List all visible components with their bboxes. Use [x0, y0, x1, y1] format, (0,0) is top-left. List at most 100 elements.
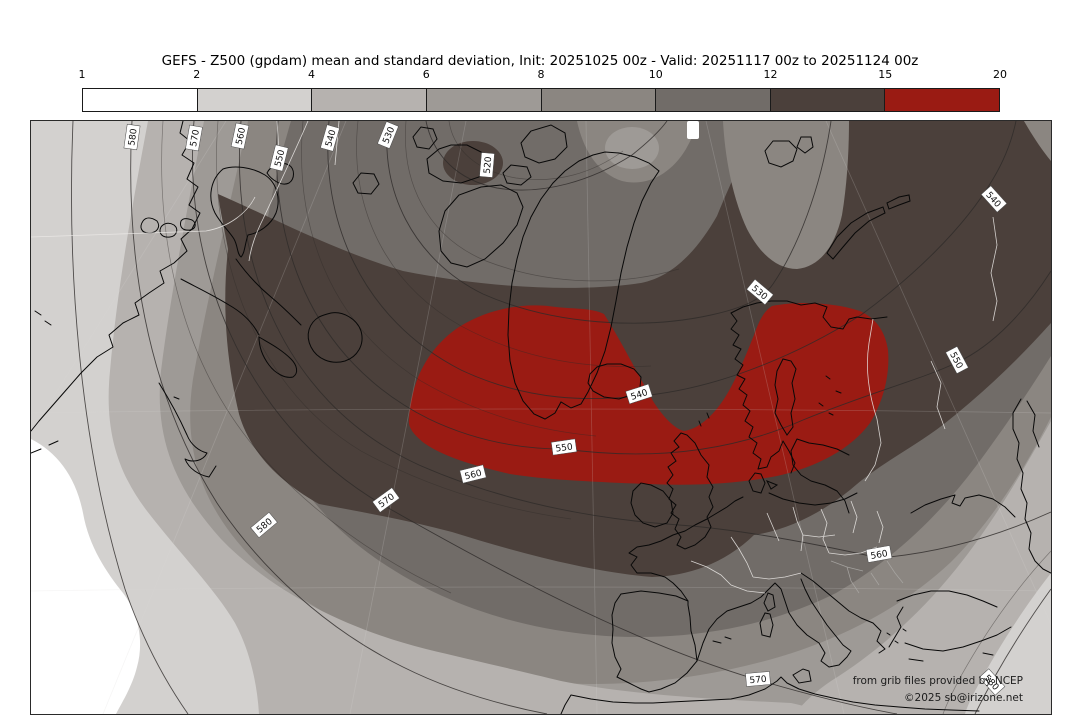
coast-ellesmere-island	[520, 124, 568, 164]
region-1-2-southwest	[31, 439, 141, 714]
coast-nova-scotia	[258, 336, 298, 378]
coast-svalbard	[764, 136, 814, 168]
coast-black-sea-north	[910, 494, 1016, 518]
svg-text:520: 520	[483, 156, 494, 174]
contour-label: 540	[625, 383, 653, 405]
colorbar-tick: 8	[537, 68, 545, 81]
colorbar-tick: 10	[648, 68, 663, 81]
contour-label: 570	[185, 124, 203, 152]
contour-label: 560	[865, 545, 893, 563]
colorbar-tick: 15	[878, 68, 893, 81]
coast-france-med-italy	[696, 578, 852, 668]
contour-value-labels: 580 570 560 550 540 530 520 530 540 550 …	[123, 121, 1008, 696]
colorbar-segment	[311, 89, 426, 111]
svg-text:570: 570	[189, 129, 202, 148]
coast-new-england	[158, 382, 217, 478]
coast-novaya-zemlya	[826, 194, 911, 260]
contour-575-se	[942, 550, 1051, 714]
coast-st-lawrence	[180, 258, 302, 336]
coast-caspian	[1012, 398, 1051, 574]
contour-label: 550	[269, 144, 289, 172]
coast-sicily-sardinia-corsica	[759, 592, 812, 684]
colorbar-tick-labels: 1 2 4 6 8 10 12 15 20	[78, 68, 1008, 84]
stddev-contour-map: 580 570 560 550 540 530 520 530 540 550 …	[31, 121, 1051, 714]
coast-france-channel	[628, 496, 744, 602]
svg-text:560: 560	[464, 468, 483, 482]
contour-535	[405, 121, 680, 282]
colorbar-tick: 20	[993, 68, 1007, 81]
region-12-15-main	[218, 121, 1051, 577]
svg-text:550: 550	[555, 442, 574, 454]
contour-575	[161, 121, 452, 594]
colorbar-segment	[769, 89, 885, 111]
contour-label: 580	[123, 123, 141, 151]
contour-label: 580	[250, 511, 278, 539]
contour-label: 560	[459, 464, 487, 484]
mean-z500-contours	[71, 121, 1051, 714]
region-4-6-southeast	[795, 421, 1051, 714]
coast-shetland	[698, 412, 710, 427]
contour-555	[301, 121, 597, 437]
credit-copyright: ©2025 sb@irizone.net	[904, 692, 1023, 704]
svg-text:560: 560	[870, 549, 889, 562]
coast-devon-island	[502, 164, 532, 186]
contour-label: 520	[479, 152, 495, 178]
contour-520	[425, 121, 668, 191]
region-4-6-west	[31, 121, 831, 714]
credits: from grib files provided by NCEP ©2025 s…	[853, 675, 1023, 704]
contour-label: 560	[230, 122, 250, 150]
border-europe-mesh	[690, 500, 884, 594]
colorbar-segment	[884, 89, 999, 111]
colorbar	[82, 88, 1000, 112]
coast-denmark	[748, 472, 779, 494]
contour-545	[356, 121, 652, 367]
coast-adriatic-balkans-greece	[800, 572, 904, 654]
coast-southampton-island	[352, 172, 380, 195]
contour-570	[192, 121, 898, 714]
colorbar-segment	[655, 89, 770, 111]
colorbar-tick: 12	[763, 68, 778, 81]
contour-label: 550	[550, 438, 578, 456]
border-balkans	[830, 560, 904, 594]
region-ne-corner-light	[1024, 121, 1051, 161]
colorbar-segment	[425, 89, 541, 111]
coast-finland-lakes	[818, 375, 842, 416]
contour-560	[238, 121, 1051, 559]
contour-580-se	[974, 588, 1051, 714]
coast-newfoundland	[307, 312, 363, 363]
coast-balearics	[712, 636, 732, 644]
colorbar-segment	[540, 89, 656, 111]
border-russia-west	[864, 216, 998, 482]
coast-bermuda	[173, 396, 180, 400]
colorbar-tick: 1	[78, 68, 86, 81]
contour-580	[130, 121, 548, 714]
contour-label: 540	[320, 124, 340, 152]
coast-banks-island	[412, 126, 438, 150]
country-borders	[31, 121, 998, 594]
colorbar-tick: 2	[193, 68, 201, 81]
coastlines	[31, 121, 1051, 714]
coast-ireland	[630, 482, 674, 528]
coast-north-africa	[560, 676, 980, 714]
colorbar-segment	[83, 89, 197, 111]
coast-pacific-islands	[31, 310, 59, 454]
coast-gulf-of-bothnia	[774, 358, 797, 436]
svg-text:570: 570	[749, 675, 767, 686]
coast-aegean-islands	[886, 628, 994, 662]
coast-victoria-island	[426, 144, 490, 184]
coast-iberia	[611, 590, 698, 693]
coast-alaska-west-america	[31, 121, 201, 432]
coast-baltic-south	[768, 492, 858, 506]
coast-kola-white-sea	[730, 300, 888, 330]
contour-565	[216, 121, 572, 520]
white-gap-artifact	[687, 121, 699, 139]
svg-text:540: 540	[324, 129, 338, 149]
coast-turkey	[896, 590, 1012, 652]
coast-baffin-island	[438, 184, 524, 268]
border-us-canada	[31, 196, 256, 238]
contour-585	[71, 121, 189, 714]
chart-title: GEFS - Z500 (gpdam) mean and standard de…	[161, 53, 919, 69]
svg-text:560: 560	[235, 127, 248, 146]
coast-gulf-of-finland-baltic	[790, 438, 850, 514]
